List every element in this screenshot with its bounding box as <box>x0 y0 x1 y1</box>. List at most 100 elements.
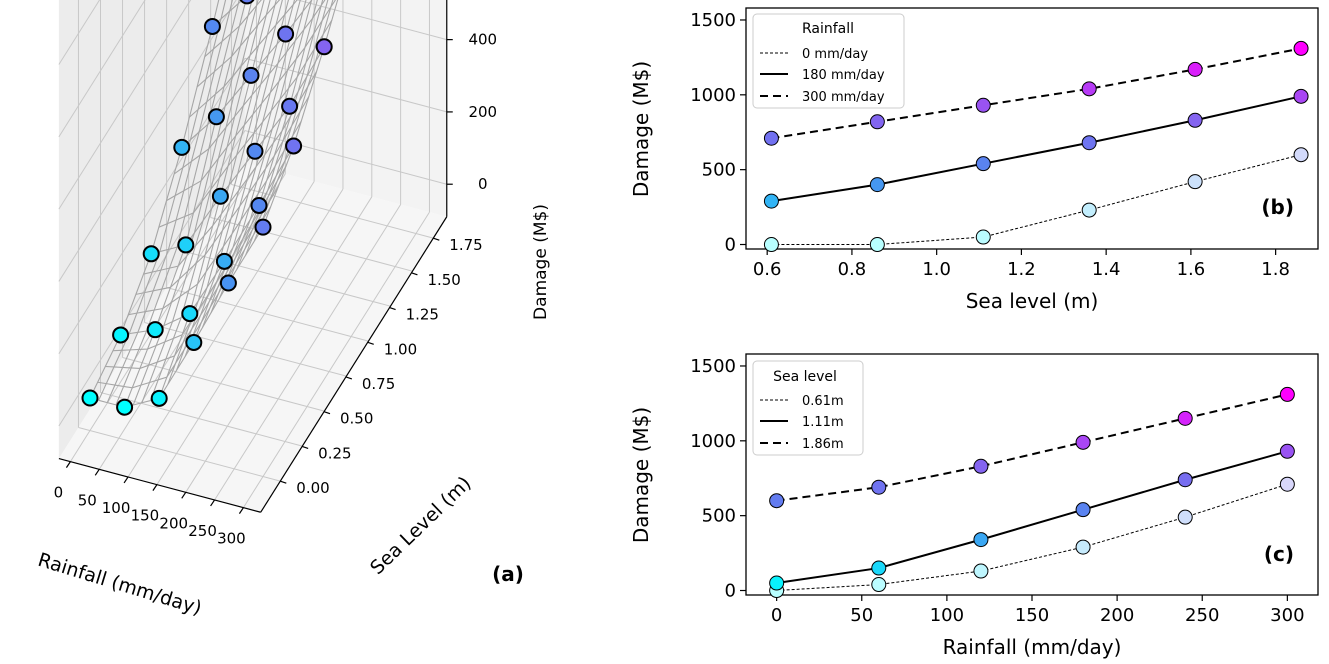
panel-a-y-tick <box>280 480 287 484</box>
panel-b-point <box>1081 202 1097 218</box>
panel-b-point <box>1187 61 1203 77</box>
panel-a-axes: 0 50 100 150 200 250 3000.000.250.500.751.001.… <box>54 0 497 548</box>
panel-a-point <box>246 142 264 160</box>
panel-a-x-tick <box>94 468 100 476</box>
panel-a-pane-left <box>58 0 245 459</box>
panel-a-gridline <box>242 211 430 508</box>
panel-a-xlabel: Rainfall (mm/day) <box>35 549 204 620</box>
panel-a-point <box>215 252 233 270</box>
panel-b-series-line <box>771 95 1302 203</box>
panel-a-surface-line <box>189 0 298 118</box>
panel-c-point <box>769 493 785 509</box>
panel-a-gridline <box>58 0 146 138</box>
panel-c-point <box>769 575 785 591</box>
panel-a-point <box>81 389 99 407</box>
panel-b-point <box>1081 81 1097 97</box>
panel-a-y-tick-label: 1.50 <box>427 271 460 289</box>
panel-a-x-tick-label: 150 <box>131 507 160 525</box>
panel-c-x-tick-label: 150 <box>1015 605 1049 626</box>
panel-a-points <box>81 0 333 416</box>
panel-a-gridline <box>69 165 257 462</box>
panel-a-gridline <box>156 188 344 485</box>
panel-b-series-line <box>771 154 1302 246</box>
panel-b-point <box>763 193 779 209</box>
panel-c-point <box>871 560 887 576</box>
panel-b-legend-entry: 300 mm/day <box>802 90 885 105</box>
panel-a-surface-line <box>210 0 307 313</box>
panel-b-xlabel: Sea level (m) <box>966 289 1099 313</box>
panel-b-point <box>869 237 885 253</box>
panel-a-y-tick-label: 1.00 <box>384 340 417 358</box>
panel-a-surface-line <box>219 0 313 299</box>
panel-b-legend-entry: 0 mm/day <box>802 47 868 62</box>
panel-a-surface-line <box>245 0 329 256</box>
panel-a-gridline <box>58 0 237 282</box>
panel-c-x-tick-label: 0 <box>771 605 782 626</box>
panel-a-x-tick-label: 100 <box>102 499 131 517</box>
panel-c-point <box>1177 410 1193 426</box>
panel-a-y-tick <box>367 341 374 345</box>
panel-c-point <box>973 458 989 474</box>
panel-a-surface-line <box>173 0 326 175</box>
panel-b-x-tick-label: 1.8 <box>1261 259 1290 280</box>
panel-a-surface <box>89 0 339 408</box>
panel-a-point <box>219 274 237 292</box>
panel-a-gridline <box>58 0 192 210</box>
panel-a-y-tick <box>345 376 353 380</box>
panel-a-gridline <box>244 57 447 113</box>
panel-c-point <box>1075 539 1091 555</box>
panel-a-x-tick-label: 250 <box>188 522 217 540</box>
panel-a-point <box>207 108 225 126</box>
panel-a-gridline <box>127 181 315 478</box>
panel-b-legend: Rainfall 0 mm/day 180 mm/day 300 mm/day <box>752 13 905 109</box>
panel-a-gridline <box>58 57 246 355</box>
panel-b-point <box>1293 147 1309 163</box>
panel-b-point <box>1293 40 1309 56</box>
panel-a-point <box>173 138 191 156</box>
panel-b-line-chart: 0.6 0.8 1.0 1.2 1.4 1.6 1.8 0 500 1000 1500 Sea le… <box>629 7 1319 313</box>
panel-c-series-line <box>776 450 1288 585</box>
panel-c-legend-entry: 1.11m <box>802 415 844 430</box>
panel-b-y-tick-label: 500 <box>702 160 736 181</box>
panel-a-point <box>181 305 199 323</box>
panel-a-y-tick-label: 0.75 <box>362 375 395 393</box>
panel-a-gridline <box>214 204 402 501</box>
panel-b-point <box>1293 88 1309 104</box>
panel-a-x-tick-label: 50 <box>78 491 97 509</box>
panel-c-series-line <box>776 393 1288 502</box>
panel-a-y-tick-label: 1.25 <box>406 306 439 324</box>
panel-b-point <box>975 156 991 172</box>
panel-b-series-lines <box>771 47 1302 246</box>
panel-a-x-tick <box>123 476 129 484</box>
panel-b-x-tick-label: 1.0 <box>922 259 951 280</box>
panel-b-x-tick-label: 1.2 <box>1007 259 1036 280</box>
panel-b-point <box>763 130 779 146</box>
panel-a-3d-plot: 0 50 100 150 200 250 3000.000.250.500.751.001.… <box>35 0 551 620</box>
panel-c-x-tick-label: 300 <box>1270 605 1304 626</box>
panel-a-pane-floor <box>58 163 447 513</box>
panel-a-surface-line <box>227 0 318 284</box>
panel-b-y-tick-label: 1000 <box>690 85 736 106</box>
panel-a-pane-back <box>244 0 447 217</box>
panel-c-point <box>1279 476 1295 492</box>
panel-a-y-tick <box>433 237 440 241</box>
panel-b-point <box>1187 174 1203 190</box>
panel-b-points <box>763 40 1309 253</box>
panel-b-x-tick-label: 1.6 <box>1177 259 1206 280</box>
panel-a-gridline <box>78 426 281 482</box>
panel-c-x-tick-label: 250 <box>1185 605 1219 626</box>
panel-a-z-tick-label: 0 <box>478 175 488 193</box>
panel-c-point <box>871 577 887 593</box>
panel-c-point <box>1075 434 1091 450</box>
panel-c-point <box>1177 472 1193 488</box>
panel-a-y-tick-label: 0.50 <box>340 410 373 428</box>
panel-a-point <box>203 17 221 35</box>
panel-b-legend-entry: 180 mm/day <box>802 68 885 83</box>
panel-a-x-tick-label: 0 <box>54 484 64 502</box>
panel-c-y-tick-label: 1000 <box>690 431 736 452</box>
panel-a-point <box>239 0 255 5</box>
panel-a-y-tick-label: 0.00 <box>296 479 329 497</box>
panel-a-y-axis <box>260 216 448 513</box>
panel-c-point <box>1177 509 1193 525</box>
panel-b-x-tick-label: 1.4 <box>1092 259 1121 280</box>
